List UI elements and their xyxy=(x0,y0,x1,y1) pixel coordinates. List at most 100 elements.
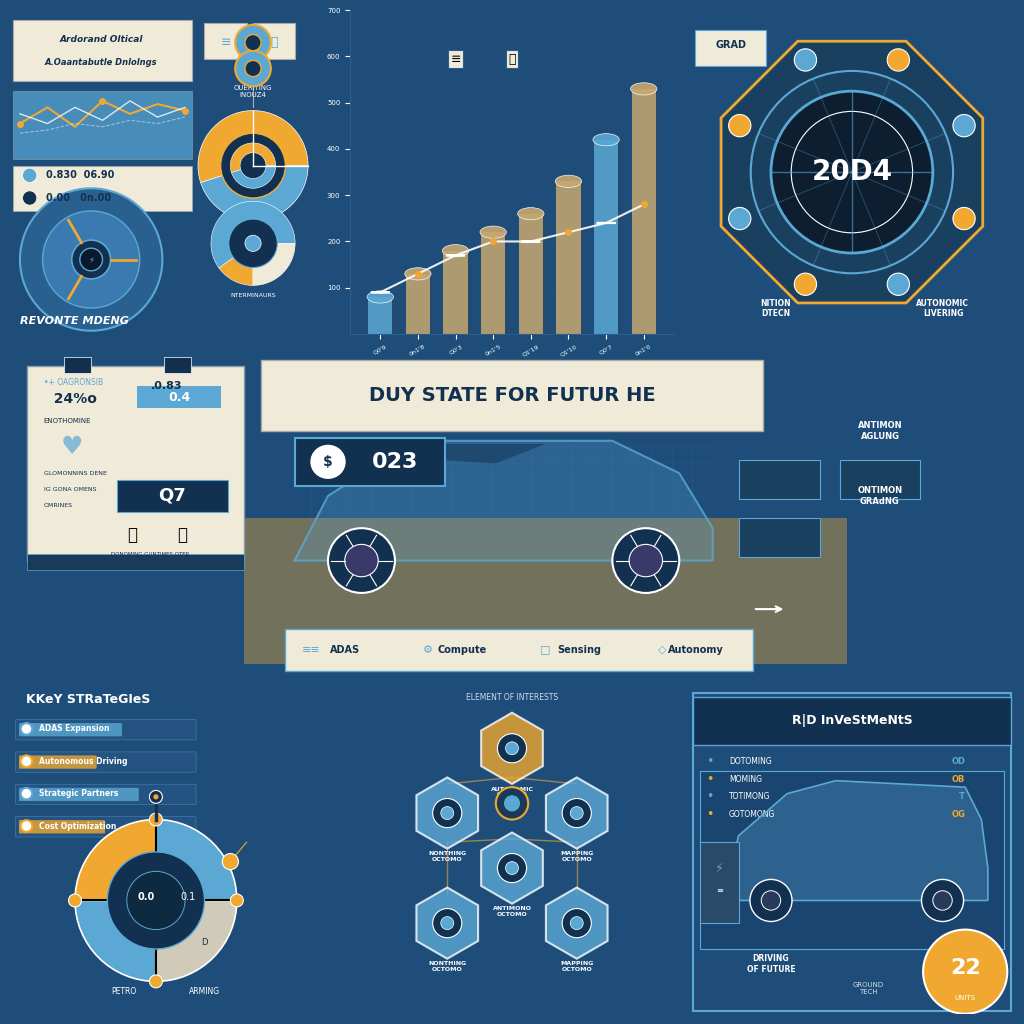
Text: REVONTE MDENG: REVONTE MDENG xyxy=(19,316,129,327)
Circle shape xyxy=(345,545,378,577)
Circle shape xyxy=(570,916,584,930)
Circle shape xyxy=(23,168,37,182)
Circle shape xyxy=(433,799,462,827)
Circle shape xyxy=(506,861,518,874)
Circle shape xyxy=(433,908,462,938)
Text: KKeY STRaTeGIeS: KKeY STRaTeGIeS xyxy=(27,693,151,706)
Ellipse shape xyxy=(404,267,431,280)
Text: GROUND
TECH: GROUND TECH xyxy=(853,982,884,995)
Text: MAPPING
OCTOMO: MAPPING OCTOMO xyxy=(560,962,594,972)
Circle shape xyxy=(729,208,751,229)
Circle shape xyxy=(150,975,163,988)
Text: Strategic Partners: Strategic Partners xyxy=(39,790,119,798)
Wedge shape xyxy=(219,258,253,286)
FancyBboxPatch shape xyxy=(285,629,753,671)
Text: ARMING: ARMING xyxy=(188,987,220,996)
Bar xyxy=(505,232,508,334)
Polygon shape xyxy=(546,888,607,958)
Wedge shape xyxy=(231,166,275,188)
FancyBboxPatch shape xyxy=(739,518,820,557)
Text: MOMING: MOMING xyxy=(729,774,762,783)
Circle shape xyxy=(562,799,591,827)
Text: AUTONOMIC
OCTOMO: AUTONOMIC OCTOMO xyxy=(490,786,534,798)
Text: DUY STATE FOR FUTUR HE: DUY STATE FOR FUTUR HE xyxy=(369,386,655,404)
Text: Cost Optimization: Cost Optimization xyxy=(39,821,117,830)
Circle shape xyxy=(20,820,32,831)
Text: Autonomous Driving: Autonomous Driving xyxy=(39,757,128,766)
Wedge shape xyxy=(75,900,156,981)
Circle shape xyxy=(150,791,163,804)
Ellipse shape xyxy=(442,331,469,338)
Circle shape xyxy=(923,930,1008,1014)
Text: •: • xyxy=(707,808,714,821)
Text: ≡≡: ≡≡ xyxy=(302,644,321,654)
Polygon shape xyxy=(295,440,713,560)
Circle shape xyxy=(506,741,518,755)
Wedge shape xyxy=(198,111,308,182)
Circle shape xyxy=(23,190,37,205)
Bar xyxy=(468,251,470,334)
Bar xyxy=(481,232,505,334)
Polygon shape xyxy=(481,833,543,904)
FancyBboxPatch shape xyxy=(695,31,766,66)
Text: OG: OG xyxy=(951,810,966,819)
Polygon shape xyxy=(546,777,607,849)
Text: GOTOMONG: GOTOMONG xyxy=(729,810,775,819)
FancyBboxPatch shape xyxy=(19,756,96,769)
Text: 0.00   0n.00: 0.00 0n.00 xyxy=(46,193,111,203)
Text: DONOMING GUNTIMES OTER: DONOMING GUNTIMES OTER xyxy=(111,552,189,557)
FancyBboxPatch shape xyxy=(19,723,122,736)
FancyBboxPatch shape xyxy=(699,771,1005,949)
Circle shape xyxy=(220,133,286,198)
Text: AUTONOMIC
LIVERING: AUTONOMIC LIVERING xyxy=(916,299,970,318)
Text: D: D xyxy=(202,938,208,947)
Polygon shape xyxy=(721,41,983,303)
Circle shape xyxy=(72,240,111,279)
Circle shape xyxy=(498,734,526,763)
Circle shape xyxy=(792,112,912,232)
Text: .0.83: .0.83 xyxy=(151,381,182,391)
Circle shape xyxy=(127,871,185,930)
Ellipse shape xyxy=(631,331,657,338)
Circle shape xyxy=(328,528,395,593)
Bar xyxy=(369,297,392,334)
Text: 22: 22 xyxy=(950,958,981,979)
Text: □: □ xyxy=(541,644,551,654)
Bar xyxy=(519,214,543,334)
Circle shape xyxy=(498,854,526,883)
Text: 24%o: 24%o xyxy=(44,392,96,406)
Text: 20D4: 20D4 xyxy=(811,158,893,186)
Ellipse shape xyxy=(631,83,657,95)
Text: Compute: Compute xyxy=(437,644,486,654)
Text: DRIVING
OF FUTURE: DRIVING OF FUTURE xyxy=(746,954,796,974)
Text: GRAD: GRAD xyxy=(715,40,746,50)
FancyBboxPatch shape xyxy=(699,842,738,923)
Text: 0.830  06.90: 0.830 06.90 xyxy=(46,170,115,180)
Text: 🦅: 🦅 xyxy=(508,53,516,66)
Text: Autonomy: Autonomy xyxy=(668,644,724,654)
FancyBboxPatch shape xyxy=(19,787,139,801)
FancyBboxPatch shape xyxy=(19,820,105,834)
Ellipse shape xyxy=(593,331,620,338)
Text: ≡: ≡ xyxy=(716,886,723,895)
Circle shape xyxy=(887,273,909,295)
FancyBboxPatch shape xyxy=(13,19,191,82)
Text: •+ OAGRONSIB: •+ OAGRONSIB xyxy=(44,378,102,387)
FancyBboxPatch shape xyxy=(253,24,295,58)
FancyBboxPatch shape xyxy=(840,460,921,499)
Text: OB: OB xyxy=(952,774,966,783)
Circle shape xyxy=(887,49,909,71)
Text: DOTOMING: DOTOMING xyxy=(729,757,772,766)
Text: 0.4: 0.4 xyxy=(168,390,190,403)
Text: Q7: Q7 xyxy=(159,486,186,505)
Text: ADAS Expansion: ADAS Expansion xyxy=(39,724,110,733)
Text: TOTIMONG: TOTIMONG xyxy=(729,793,770,802)
FancyBboxPatch shape xyxy=(261,359,763,431)
Ellipse shape xyxy=(480,331,506,338)
FancyBboxPatch shape xyxy=(15,720,196,740)
Bar xyxy=(581,181,583,334)
Text: Ardorand Oltical: Ardorand Oltical xyxy=(59,35,142,44)
Ellipse shape xyxy=(518,208,544,220)
FancyBboxPatch shape xyxy=(739,460,820,499)
Circle shape xyxy=(20,787,32,800)
